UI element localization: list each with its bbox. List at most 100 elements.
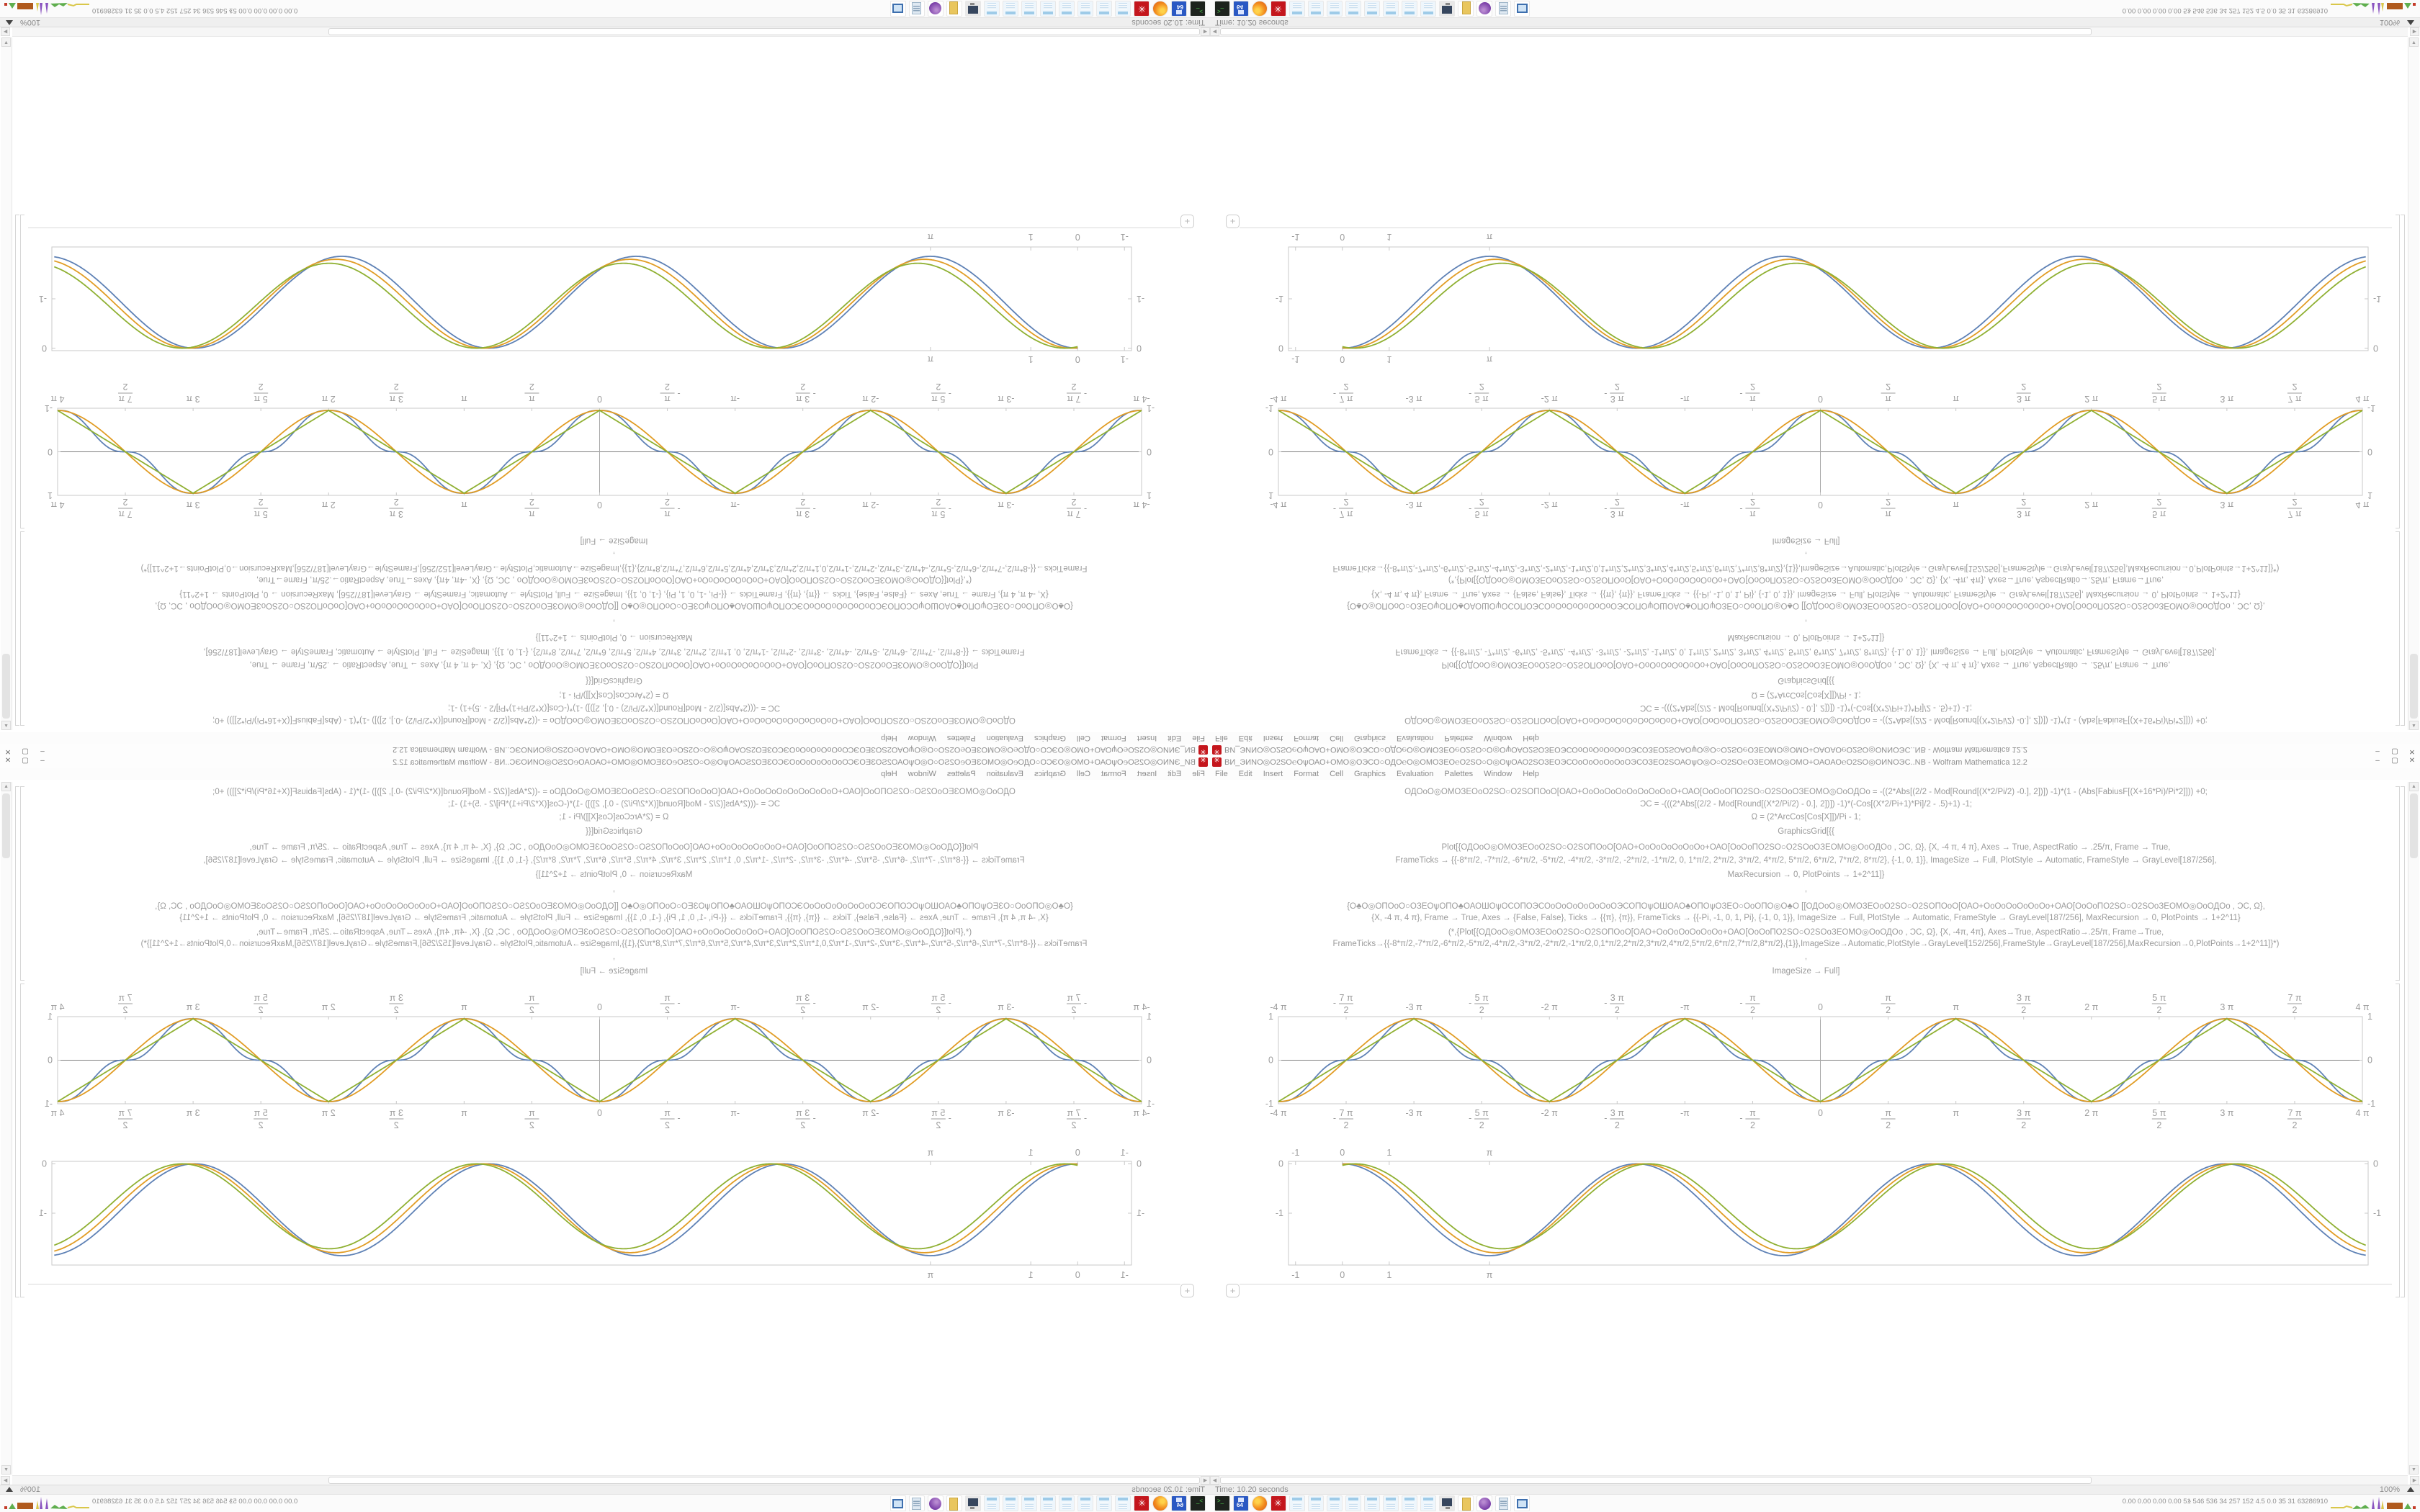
code-cell-line[interactable]: ƆC = -(((2*Abs[(2/2 - Mod[Round[(X*2/Pi/… — [447, 703, 781, 712]
code-cell-line[interactable]: FrameTicks→{{-8*π/2,-7*π/2,-6*π/2,-5*π/2… — [140, 940, 1088, 948]
folder-icon[interactable] — [946, 1, 962, 17]
add-cell-button[interactable]: + — [1226, 215, 1240, 228]
minimize-button[interactable]: – — [40, 747, 45, 755]
folder-icon[interactable] — [1458, 1, 1474, 17]
code-cell-line[interactable]: Plot[{ОДОоО◎ОМОЗЕОоО2ЅО○О2ЅОПОоО[ОАО+ОоО… — [1441, 660, 2171, 669]
notepad-icon[interactable] — [1327, 1, 1343, 17]
notepad-icon[interactable] — [1096, 1, 1112, 17]
mathematica-icon[interactable]: ✳ — [1270, 1, 1286, 17]
window-icon[interactable] — [1514, 1, 1530, 17]
notepad-icon[interactable] — [1364, 1, 1380, 17]
scroll-icon[interactable] — [909, 1495, 925, 1511]
add-cell-button[interactable]: + — [1226, 1284, 1240, 1297]
code-cell-line[interactable]: , — [1804, 551, 1808, 559]
horizontal-scroll-thumb[interactable] — [1220, 1477, 2092, 1484]
notepad-icon[interactable] — [1077, 1, 1093, 17]
code-cell-line[interactable]: ImageSize → Full] — [1772, 536, 1840, 545]
maximize-button[interactable]: ▢ — [2391, 747, 2398, 755]
code-cell-line[interactable]: , — [1804, 953, 1808, 961]
notepad-icon[interactable] — [1308, 1, 1324, 17]
minimize-button[interactable]: – — [2375, 747, 2380, 755]
minimize-button[interactable]: – — [2375, 757, 2380, 765]
code-cell-line[interactable]: Plot[{ОДОоО◎ОМОЗЕОоО2ЅО○О2ЅОПОоО[ОАО+ОоО… — [249, 843, 979, 852]
code-cell-line[interactable]: GraphicsGrid[{{ — [1778, 676, 1834, 685]
menu-item-graphics[interactable]: Graphics — [1034, 734, 1066, 742]
vertical-scrollbar[interactable]: ▲ ▼ — [2408, 782, 2419, 1475]
deluge-icon[interactable] — [928, 1495, 944, 1511]
scroll-down-icon[interactable]: ▼ — [2409, 37, 2419, 47]
cell-bracket-output[interactable] — [2396, 215, 2400, 528]
code-cell-line[interactable]: FrameTicks→{{-8*π/2,-7*π/2,-6*π/2,-5*π/2… — [1332, 940, 2280, 948]
notepad-icon[interactable] — [1383, 1, 1399, 17]
cell-bracket-output[interactable] — [2396, 984, 2400, 1297]
mathematica-icon[interactable]: ✳ — [1134, 1, 1150, 17]
menu-item-format[interactable]: Format — [1101, 734, 1126, 742]
add-cell-button[interactable]: + — [1180, 1284, 1194, 1297]
scroll-icon[interactable] — [1495, 1495, 1511, 1511]
code-cell-line[interactable]: Ω = (2*ArcCos[Cos[X]])/Pi - 1; — [559, 690, 669, 699]
horizontal-scroll-thumb[interactable] — [328, 28, 1200, 35]
code-cell-line[interactable]: FrameTicks → {{-8*π/2, -7*π/2, -6*π/2, -… — [1395, 647, 2217, 656]
code-cell-line[interactable]: ImageSize → Full] — [580, 967, 648, 976]
scroll-down-icon[interactable]: ▼ — [1, 1465, 11, 1475]
zoom-level-label[interactable]: 100% — [20, 1485, 41, 1494]
window-title-bar[interactable]: ВИ_ЭИNО◎О2ЅО℮ОѱОАО+ОМО◎ОЭСО○ОДО℮О◎ОМОЗЕО… — [0, 744, 1210, 756]
notepad-icon[interactable] — [1021, 1495, 1037, 1511]
code-cell-line[interactable]: Plot[{ОДОоО◎ОМОЗЕОоО2ЅО○О2ЅОПОоО[ОАО+ОоО… — [249, 660, 979, 669]
code-cell-line[interactable]: ОДОоО◎ОМОЗЕОоО2ЅО○О2ЅОПОоО[ОАО+ОоОоОоОоО… — [1404, 788, 2208, 796]
menu-item-insert[interactable]: Insert — [1137, 770, 1157, 778]
cell-bracket-input[interactable] — [20, 786, 24, 981]
horizontal-scrollbar[interactable]: ◀ ▶ — [1210, 27, 2419, 37]
notepad-icon[interactable] — [1383, 1495, 1399, 1511]
cell-bracket-output[interactable] — [20, 215, 24, 528]
code-cell-line[interactable]: FrameTicks → {{-8*π/2, -7*π/2, -6*π/2, -… — [1395, 856, 2217, 865]
notepad-icon[interactable] — [1021, 1, 1037, 17]
menu-item-format[interactable]: Format — [1294, 734, 1319, 742]
menu-item-insert[interactable]: Insert — [1263, 770, 1283, 778]
terminal-icon[interactable]: >_ — [1214, 1, 1230, 17]
code-cell-line[interactable]: ƆC = -(((2*Abs[(2/2 - Mod[Round[(X*2/Pi/… — [1639, 800, 1973, 809]
scroll-right-icon[interactable]: ▶ — [2410, 1476, 2419, 1485]
notepad-icon[interactable] — [1077, 1495, 1093, 1511]
menu-item-graphics[interactable]: Graphics — [1354, 770, 1386, 778]
maximize-button[interactable]: ▢ — [22, 747, 29, 755]
menu-item-cell[interactable]: Cell — [1330, 770, 1344, 778]
menu-item-palettes[interactable]: Palettes — [1444, 734, 1474, 742]
code-cell-line[interactable]: MaxRecursion → 0, PlotPoints → 1+2^11]} — [535, 870, 693, 879]
zoom-popup-arrow-icon[interactable] — [6, 20, 13, 25]
save-64-icon[interactable]: 64 — [1171, 1495, 1187, 1511]
notepad-icon[interactable] — [984, 1495, 1000, 1511]
notepad-icon[interactable] — [1059, 1, 1075, 17]
code-cell-line[interactable]: {О♣О◎ОПОоО○ОЗЕОѱОПО♣ОАОШОѱОСОПОЭСОоОоОоО… — [155, 902, 1073, 911]
save-64-icon[interactable]: 64 — [1233, 1495, 1249, 1511]
notepad-icon[interactable] — [1289, 1, 1305, 17]
close-button[interactable]: ✕ — [2408, 757, 2416, 765]
horizontal-scrollbar[interactable]: ◀ ▶ — [1, 27, 1210, 37]
notepad-icon[interactable] — [1420, 1495, 1436, 1511]
close-button[interactable]: ✕ — [2408, 747, 2416, 755]
menu-item-window[interactable]: Window — [1484, 734, 1512, 742]
code-cell-line[interactable]: , — [612, 885, 616, 894]
menu-item-evaluation[interactable]: Evaluation — [1397, 734, 1434, 742]
notepad-icon[interactable] — [984, 1, 1000, 17]
horizontal-scroll-thumb[interactable] — [1220, 28, 2092, 35]
code-cell-line[interactable]: Ω = (2*ArcCos[Cos[X]])/Pi - 1; — [559, 813, 669, 822]
code-cell-line[interactable]: GraphicsGrid[{{ — [1778, 827, 1834, 836]
menu-item-help[interactable]: Help — [881, 770, 897, 778]
code-cell-line[interactable]: FrameTicks→{{-8*π/2,-7*π/2,-6*π/2,-5*π/2… — [1332, 564, 2280, 572]
code-cell-line[interactable]: Ω = (2*ArcCos[Cos[X]])/Pi - 1; — [1751, 813, 1861, 822]
menu-item-window[interactable]: Window — [908, 770, 936, 778]
menu-item-insert[interactable]: Insert — [1137, 734, 1157, 742]
window-title-bar[interactable]: ВИ_ЭИNО◎О2ЅО℮ОѱОАО+ОМО◎ОЭСО○ОДО℮О◎ОМОЗЕО… — [1210, 744, 2420, 756]
horizontal-scrollbar[interactable]: ◀ ▶ — [1210, 1475, 2419, 1485]
menu-item-graphics[interactable]: Graphics — [1354, 734, 1386, 742]
terminal-icon[interactable]: >_ — [1190, 1495, 1206, 1511]
code-cell-line[interactable]: , — [1804, 885, 1808, 894]
terminal-icon[interactable]: >_ — [1190, 1, 1206, 17]
window-icon[interactable] — [890, 1, 906, 17]
stats-expand-icon[interactable]: ^ — [2187, 1498, 2191, 1506]
scroll-right-icon[interactable]: ▶ — [1, 27, 10, 36]
monitor-icon[interactable] — [1439, 1, 1455, 17]
window-title-bar[interactable]: ВИ_ЭИNО◎О2ЅО℮ОѱОАО+ОМО◎ОЭСО○ОДО℮О◎ОМОЗЕО… — [1210, 756, 2420, 768]
notepad-icon[interactable] — [1003, 1, 1018, 17]
